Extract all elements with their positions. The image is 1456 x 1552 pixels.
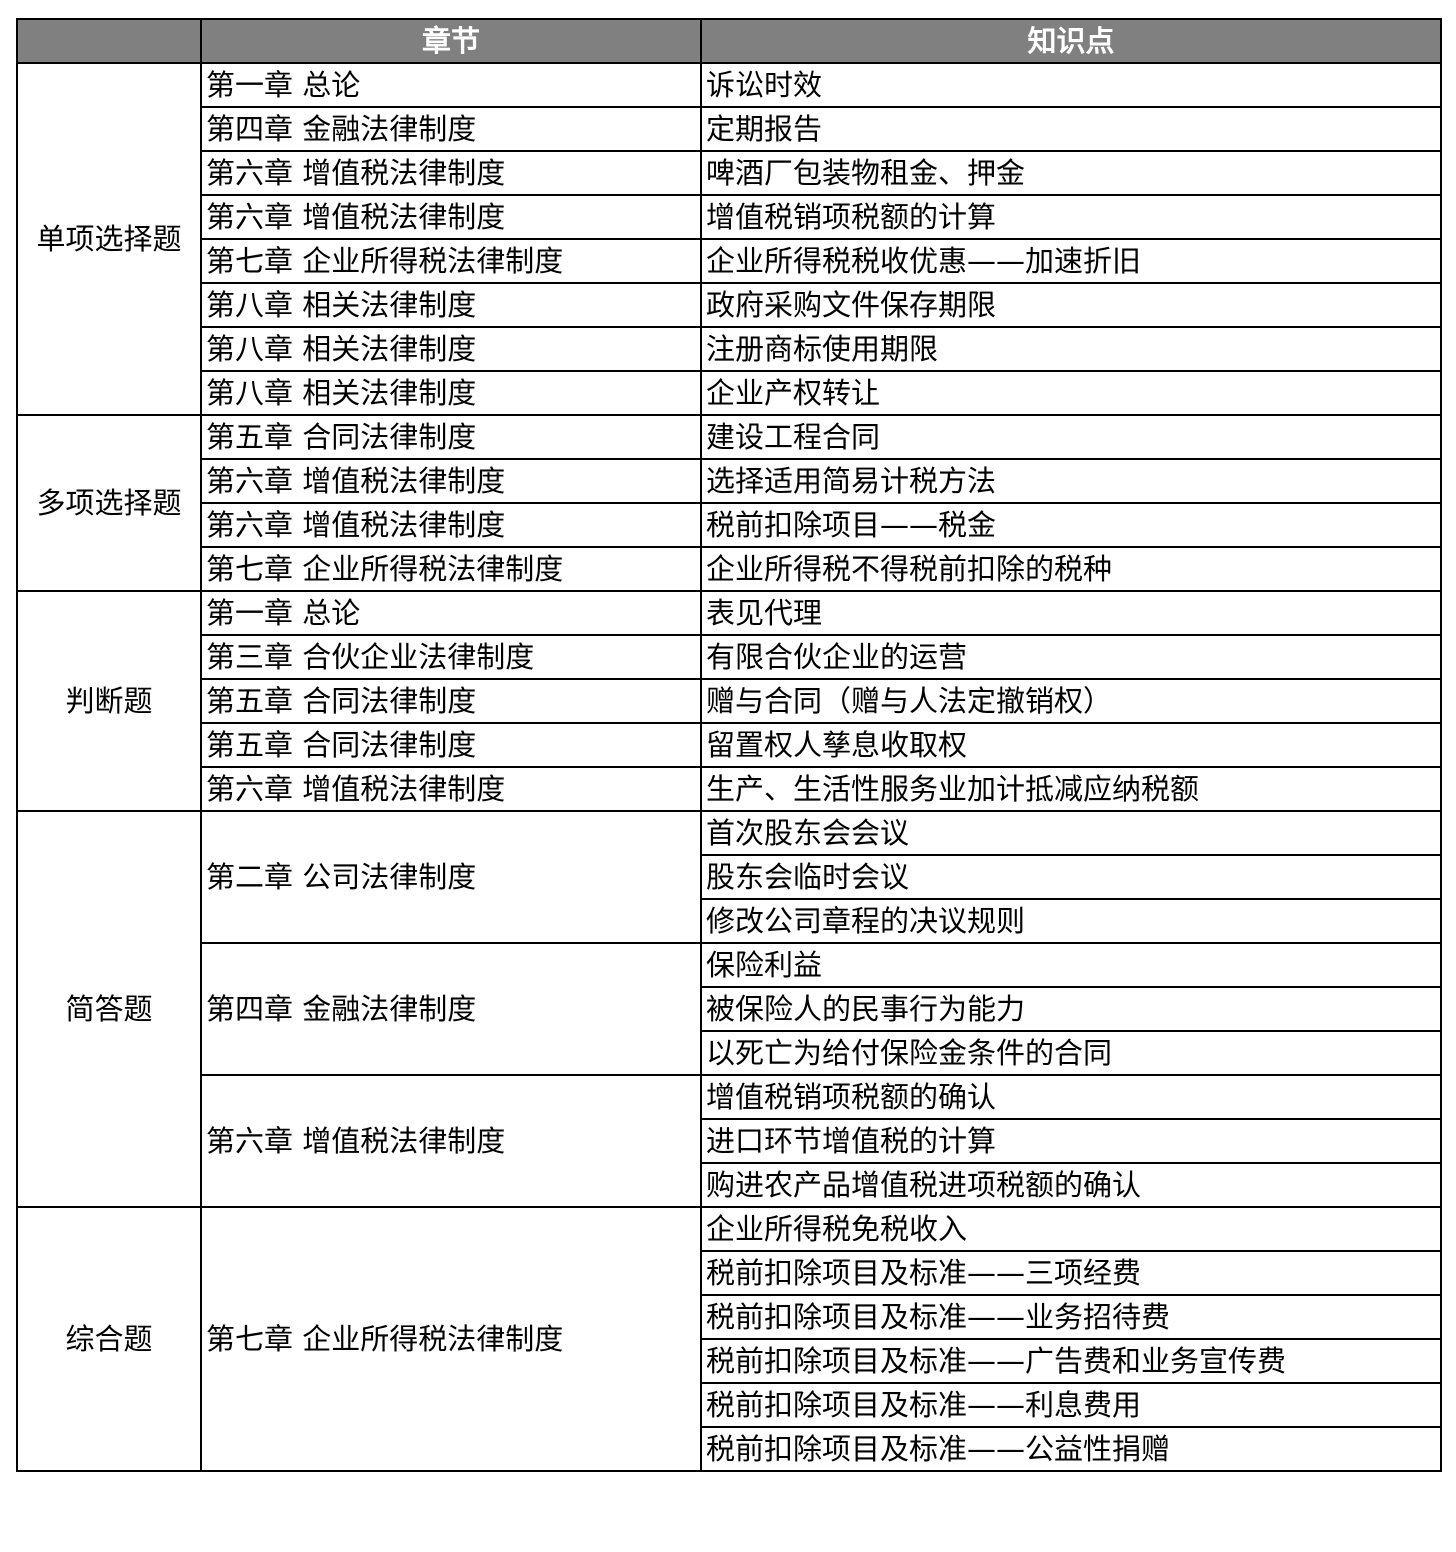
knowledge-point-cell: 留置权人孳息收取权 — [700, 722, 1442, 768]
knowledge-point-cell: 选择适用简易计税方法 — [700, 458, 1442, 504]
knowledge-point-cell: 修改公司章程的决议规则 — [700, 898, 1442, 944]
table-row: 简答题 第二章 公司法律制度 首次股东会会议 — [16, 810, 1442, 1208]
knowledge-point-cell: 首次股东会会议 — [700, 810, 1442, 856]
table-row: 第六章 增值税法律制度 增值税销项税额的确认 — [17, 1074, 1442, 1208]
header-knowledge-point: 知识点 — [700, 18, 1442, 64]
chapter-cell: 第三章 合伙企业法律制度 — [200, 634, 702, 680]
table-row: 第四章 金融法律制度 定期报告 — [17, 106, 1442, 152]
header-row: 章节 知识点 — [16, 18, 1442, 64]
knowledge-point-cell: 税前扣除项目及标准——业务招待费 — [700, 1294, 1442, 1340]
knowledge-point-cell: 诉讼时效 — [700, 62, 1442, 108]
table-row: 第五章 合同法律制度 留置权人孳息收取权 — [17, 722, 1442, 768]
chapter-cell: 第七章 企业所得税法律制度 — [200, 546, 702, 592]
table-row: 第八章 相关法律制度 企业产权转让 — [17, 370, 1442, 416]
knowledge-point-cell: 啤酒厂包装物租金、押金 — [700, 150, 1442, 196]
knowledge-point-cell: 增值税销项税额的计算 — [700, 194, 1442, 240]
chapter-cell: 第四章 金融法律制度 — [200, 106, 702, 152]
knowledge-point-cell: 建设工程合同 — [700, 414, 1442, 460]
table-row: 购进农产品增值税进项税额的确认 — [17, 1162, 1442, 1208]
table-row: 第四章 金融法律制度 保险利益 — [17, 942, 1442, 1076]
knowledge-point-cell: 赠与合同（赠与人法定撤销权） — [700, 678, 1442, 724]
knowledge-point-cell: 增值税销项税额的确认 — [700, 1074, 1442, 1120]
header-chapter: 章节 — [200, 18, 702, 64]
knowledge-point-cell: 企业所得税税收优惠——加速折旧 — [700, 238, 1442, 284]
question-type-cell: 多项选择题 — [16, 414, 202, 592]
chapter-cell: 第五章 合同法律制度 — [200, 414, 702, 460]
knowledge-point-cell: 表见代理 — [700, 590, 1442, 636]
chapter-cell: 第六章 增值税法律制度 — [200, 766, 702, 812]
knowledge-point-cell: 购进农产品增值税进项税额的确认 — [700, 1162, 1442, 1208]
table-row: 被保险人的民事行为能力 — [17, 986, 1442, 1032]
knowledge-point-cell: 生产、生活性服务业加计抵减应纳税额 — [700, 766, 1442, 812]
chapter-cell: 第六章 增值税法律制度 — [200, 194, 702, 240]
knowledge-point-cell: 企业所得税免税收入 — [700, 1206, 1442, 1252]
table-row: 多项选择题 第五章 合同法律制度 建设工程合同 — [16, 414, 1442, 592]
knowledge-point-cell: 政府采购文件保存期限 — [700, 282, 1442, 328]
knowledge-point-cell: 进口环节增值税的计算 — [700, 1118, 1442, 1164]
table-row: 税前扣除项目及标准——广告费和业务宣传费 — [17, 1338, 1442, 1384]
chapter-cell: 第六章 增值税法律制度 — [200, 458, 702, 504]
table-row: 修改公司章程的决议规则 — [17, 898, 1442, 944]
table-row: 第六章 增值税法律制度 税前扣除项目——税金 — [17, 502, 1442, 548]
table-row: 第五章 合同法律制度 赠与合同（赠与人法定撤销权） — [17, 678, 1442, 724]
knowledge-point-cell: 股东会临时会议 — [700, 854, 1442, 900]
chapter-cell: 第七章 企业所得税法律制度 — [200, 1206, 702, 1472]
knowledge-point-cell: 企业所得税不得税前扣除的税种 — [700, 546, 1442, 592]
table-row: 税前扣除项目及标准——利息费用 — [17, 1382, 1442, 1428]
chapter-cell: 第八章 相关法律制度 — [200, 282, 702, 328]
knowledge-table: 章节 知识点 单项选择题 第一章 总论 诉讼时效 第四章 金融法律制度 定期报告 第六章 … — [16, 18, 1442, 1472]
knowledge-point-cell: 有限合伙企业的运营 — [700, 634, 1442, 680]
chapter-cell: 第六章 增值税法律制度 — [200, 502, 702, 548]
chapter-cell: 第七章 企业所得税法律制度 — [200, 238, 702, 284]
knowledge-point-cell: 以死亡为给付保险金条件的合同 — [700, 1030, 1442, 1076]
question-type-cell: 单项选择题 — [16, 62, 202, 416]
knowledge-point-cell: 税前扣除项目及标准——广告费和业务宣传费 — [700, 1338, 1442, 1384]
knowledge-point-cell: 税前扣除项目——税金 — [700, 502, 1442, 548]
knowledge-point-cell: 税前扣除项目及标准——三项经费 — [700, 1250, 1442, 1296]
table-row: 第六章 增值税法律制度 生产、生活性服务业加计抵减应纳税额 — [17, 766, 1442, 812]
table-row: 第六章 增值税法律制度 选择适用简易计税方法 — [17, 458, 1442, 504]
header-question-type — [16, 18, 202, 64]
table-row: 第七章 企业所得税法律制度 企业所得税不得税前扣除的税种 — [17, 546, 1442, 592]
table-row: 第六章 增值税法律制度 增值税销项税额的计算 — [17, 194, 1442, 240]
chapter-cell: 第五章 合同法律制度 — [200, 678, 702, 724]
knowledge-point-cell: 定期报告 — [700, 106, 1442, 152]
question-type-cell: 简答题 — [16, 810, 202, 1208]
chapter-cell: 第二章 公司法律制度 — [200, 810, 702, 944]
table-row: 判断题 第一章 总论 表见代理 — [16, 590, 1442, 812]
table-row: 税前扣除项目及标准——公益性捐赠 — [17, 1426, 1442, 1472]
chapter-cell: 第八章 相关法律制度 — [200, 326, 702, 372]
knowledge-point-cell: 企业产权转让 — [700, 370, 1442, 416]
table-row: 第六章 增值税法律制度 啤酒厂包装物租金、押金 — [17, 150, 1442, 196]
knowledge-point-cell: 被保险人的民事行为能力 — [700, 986, 1442, 1032]
knowledge-point-cell: 税前扣除项目及标准——公益性捐赠 — [700, 1426, 1442, 1472]
question-type-cell: 判断题 — [16, 590, 202, 812]
chapter-cell: 第四章 金融法律制度 — [200, 942, 702, 1076]
chapter-cell: 第八章 相关法律制度 — [200, 370, 702, 416]
table-row: 以死亡为给付保险金条件的合同 — [17, 1030, 1442, 1076]
chapter-cell: 第一章 总论 — [200, 62, 702, 108]
table-row: 第八章 相关法律制度 注册商标使用期限 — [17, 326, 1442, 372]
chapter-cell: 第六章 增值税法律制度 — [200, 1074, 702, 1208]
table-body: 单项选择题 第一章 总论 诉讼时效 第四章 金融法律制度 定期报告 第六章 增值税法律制度… — [16, 62, 1442, 1472]
chapter-cell: 第六章 增值税法律制度 — [200, 150, 702, 196]
table-row: 第七章 企业所得税法律制度 企业所得税税收优惠——加速折旧 — [17, 238, 1442, 284]
chapter-cell: 第一章 总论 — [200, 590, 702, 636]
table-row: 进口环节增值税的计算 — [17, 1118, 1442, 1164]
table-row: 第三章 合伙企业法律制度 有限合伙企业的运营 — [17, 634, 1442, 680]
table-row: 税前扣除项目及标准——业务招待费 — [17, 1294, 1442, 1340]
table-row: 税前扣除项目及标准——三项经费 — [17, 1250, 1442, 1296]
knowledge-point-cell: 税前扣除项目及标准——利息费用 — [700, 1382, 1442, 1428]
knowledge-point-cell: 保险利益 — [700, 942, 1442, 988]
table-row: 股东会临时会议 — [17, 854, 1442, 900]
table-row: 综合题 第七章 企业所得税法律制度 企业所得税免税收入 — [16, 1206, 1442, 1472]
table-row: 单项选择题 第一章 总论 诉讼时效 — [16, 62, 1442, 416]
knowledge-point-cell: 注册商标使用期限 — [700, 326, 1442, 372]
chapter-cell: 第五章 合同法律制度 — [200, 722, 702, 768]
table-row: 第八章 相关法律制度 政府采购文件保存期限 — [17, 282, 1442, 328]
question-type-cell: 综合题 — [16, 1206, 202, 1472]
